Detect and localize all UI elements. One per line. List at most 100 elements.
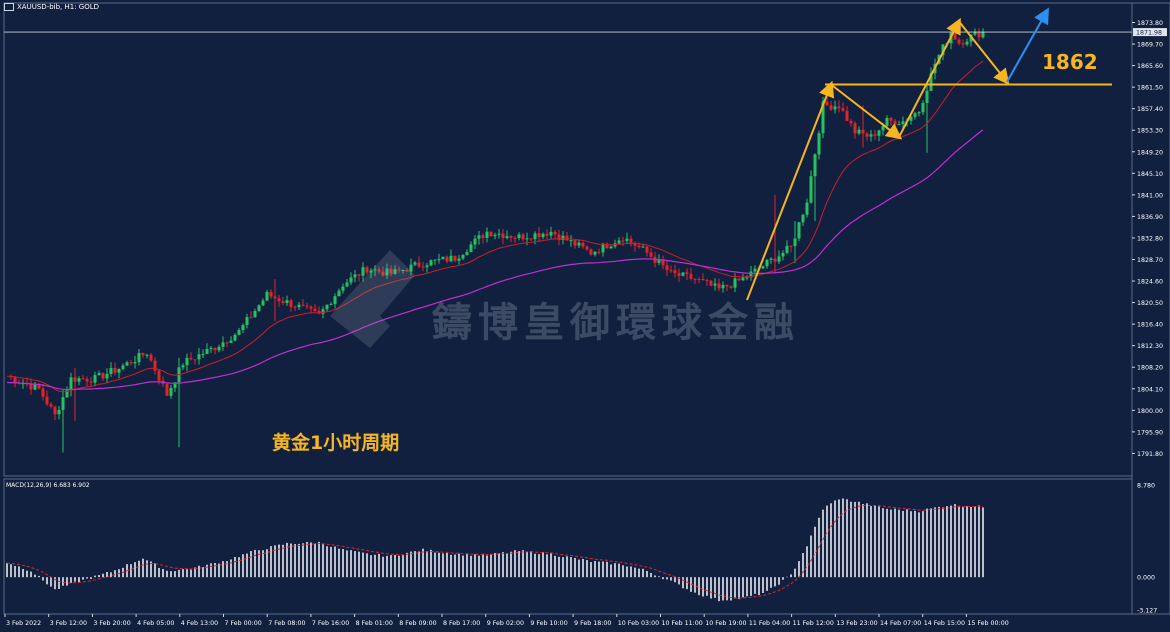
candle-body (657, 259, 661, 263)
candle-body (853, 123, 857, 134)
candle-body (457, 258, 461, 261)
price-tick-label: 1845.10 (1137, 171, 1163, 178)
candle-body (585, 246, 589, 250)
candle-body (405, 270, 409, 272)
candle-body (753, 268, 757, 272)
candle-body (829, 105, 833, 110)
candle-body (885, 117, 889, 126)
candle-body (837, 106, 841, 109)
candle-body (505, 236, 509, 238)
window-menu-icon[interactable] (4, 3, 14, 11)
candle-body (265, 291, 269, 301)
candle-body (85, 378, 89, 382)
candle-body (237, 329, 241, 335)
wave-arrow (958, 20, 1010, 86)
price-tick-label: 1804.10 (1137, 386, 1163, 393)
price-tick-label: 1849.20 (1137, 149, 1163, 156)
candle-body (113, 367, 117, 373)
candle-body (741, 277, 745, 281)
candle-body (977, 31, 981, 38)
candle-body (53, 406, 57, 415)
candle-body (769, 258, 773, 260)
candle-body (417, 262, 421, 267)
price-tick-label: 1853.30 (1137, 128, 1163, 135)
candle-body (433, 259, 437, 261)
candle-body (713, 283, 717, 286)
candle-body (549, 231, 553, 236)
candle-body (269, 291, 273, 297)
symbol-title: XAUUSD-bib, H1: GOLD (17, 3, 99, 11)
candle-body (241, 325, 245, 330)
candle-body (413, 262, 417, 265)
candle-body (173, 382, 177, 388)
candle-body (581, 242, 585, 247)
candle-body (373, 269, 377, 271)
candle-body (385, 268, 389, 276)
time-tick-label: 4 Feb 05:00 (137, 620, 174, 627)
candle-body (569, 240, 573, 242)
candle-body (557, 234, 561, 240)
candle-body (801, 214, 805, 223)
candle-body (13, 377, 17, 383)
candle-body (941, 44, 945, 56)
candle-body (381, 271, 385, 276)
price-tick-label: 1812.30 (1137, 343, 1163, 350)
watermark-text: 鑄博皇御環球金融 (432, 300, 800, 346)
candle-body (117, 368, 121, 373)
candle-body (701, 278, 705, 281)
candle-body (249, 317, 253, 319)
candle-body (761, 266, 765, 269)
candle-body (185, 357, 189, 366)
price-tick-label: 1808.20 (1137, 365, 1163, 372)
time-tick-label: 7 Feb 00:00 (225, 620, 262, 627)
candle-body (193, 359, 197, 361)
macd-tick-label: 8.780 (1137, 483, 1155, 490)
time-tick-label: 3 Feb 2022 (6, 620, 41, 627)
candle-body (533, 233, 537, 240)
price-tick-label: 1873.80 (1137, 20, 1163, 27)
candle-body (421, 266, 425, 268)
candle-body (57, 409, 61, 415)
candle-body (477, 235, 481, 239)
candle-body (245, 317, 249, 326)
candle-body (289, 300, 293, 307)
candle-body (913, 113, 917, 117)
candle-body (481, 235, 485, 238)
candle-body (257, 305, 261, 311)
candle-body (689, 273, 693, 279)
candle-body (725, 284, 729, 287)
time-tick-label: 7 Feb 16:00 (312, 620, 349, 627)
candle-body (393, 269, 397, 275)
candle-body (105, 374, 109, 379)
candle-body (109, 367, 113, 375)
candle-body (425, 265, 429, 268)
candle-body (229, 340, 233, 343)
time-tick-label: 14 Feb 07:00 (880, 620, 921, 627)
candle-body (693, 278, 697, 280)
candle-body (313, 308, 317, 311)
candle-body (805, 202, 809, 215)
price-tick-label: 1857.40 (1137, 106, 1163, 113)
candle-body (221, 342, 225, 347)
time-tick-label: 13 Feb 23:00 (836, 620, 877, 627)
candle-body (129, 362, 133, 364)
candle-body (121, 365, 125, 369)
time-tick-label: 15 Feb 00:00 (967, 620, 1008, 627)
candle-body (673, 270, 677, 274)
candle-body (485, 231, 489, 238)
price-tick-label: 1861.50 (1137, 85, 1163, 92)
price-tick-label: 1816.40 (1137, 322, 1163, 329)
candle-body (605, 243, 609, 249)
candle-body (97, 373, 101, 376)
wave-arrow (746, 80, 835, 301)
candle-body (857, 129, 861, 134)
candle-body (437, 259, 441, 261)
candle-body (293, 306, 297, 308)
candle-body (897, 124, 901, 126)
candle-body (285, 300, 289, 303)
candle-body (365, 267, 369, 273)
candle-body (309, 306, 313, 309)
candle-body (697, 278, 701, 280)
